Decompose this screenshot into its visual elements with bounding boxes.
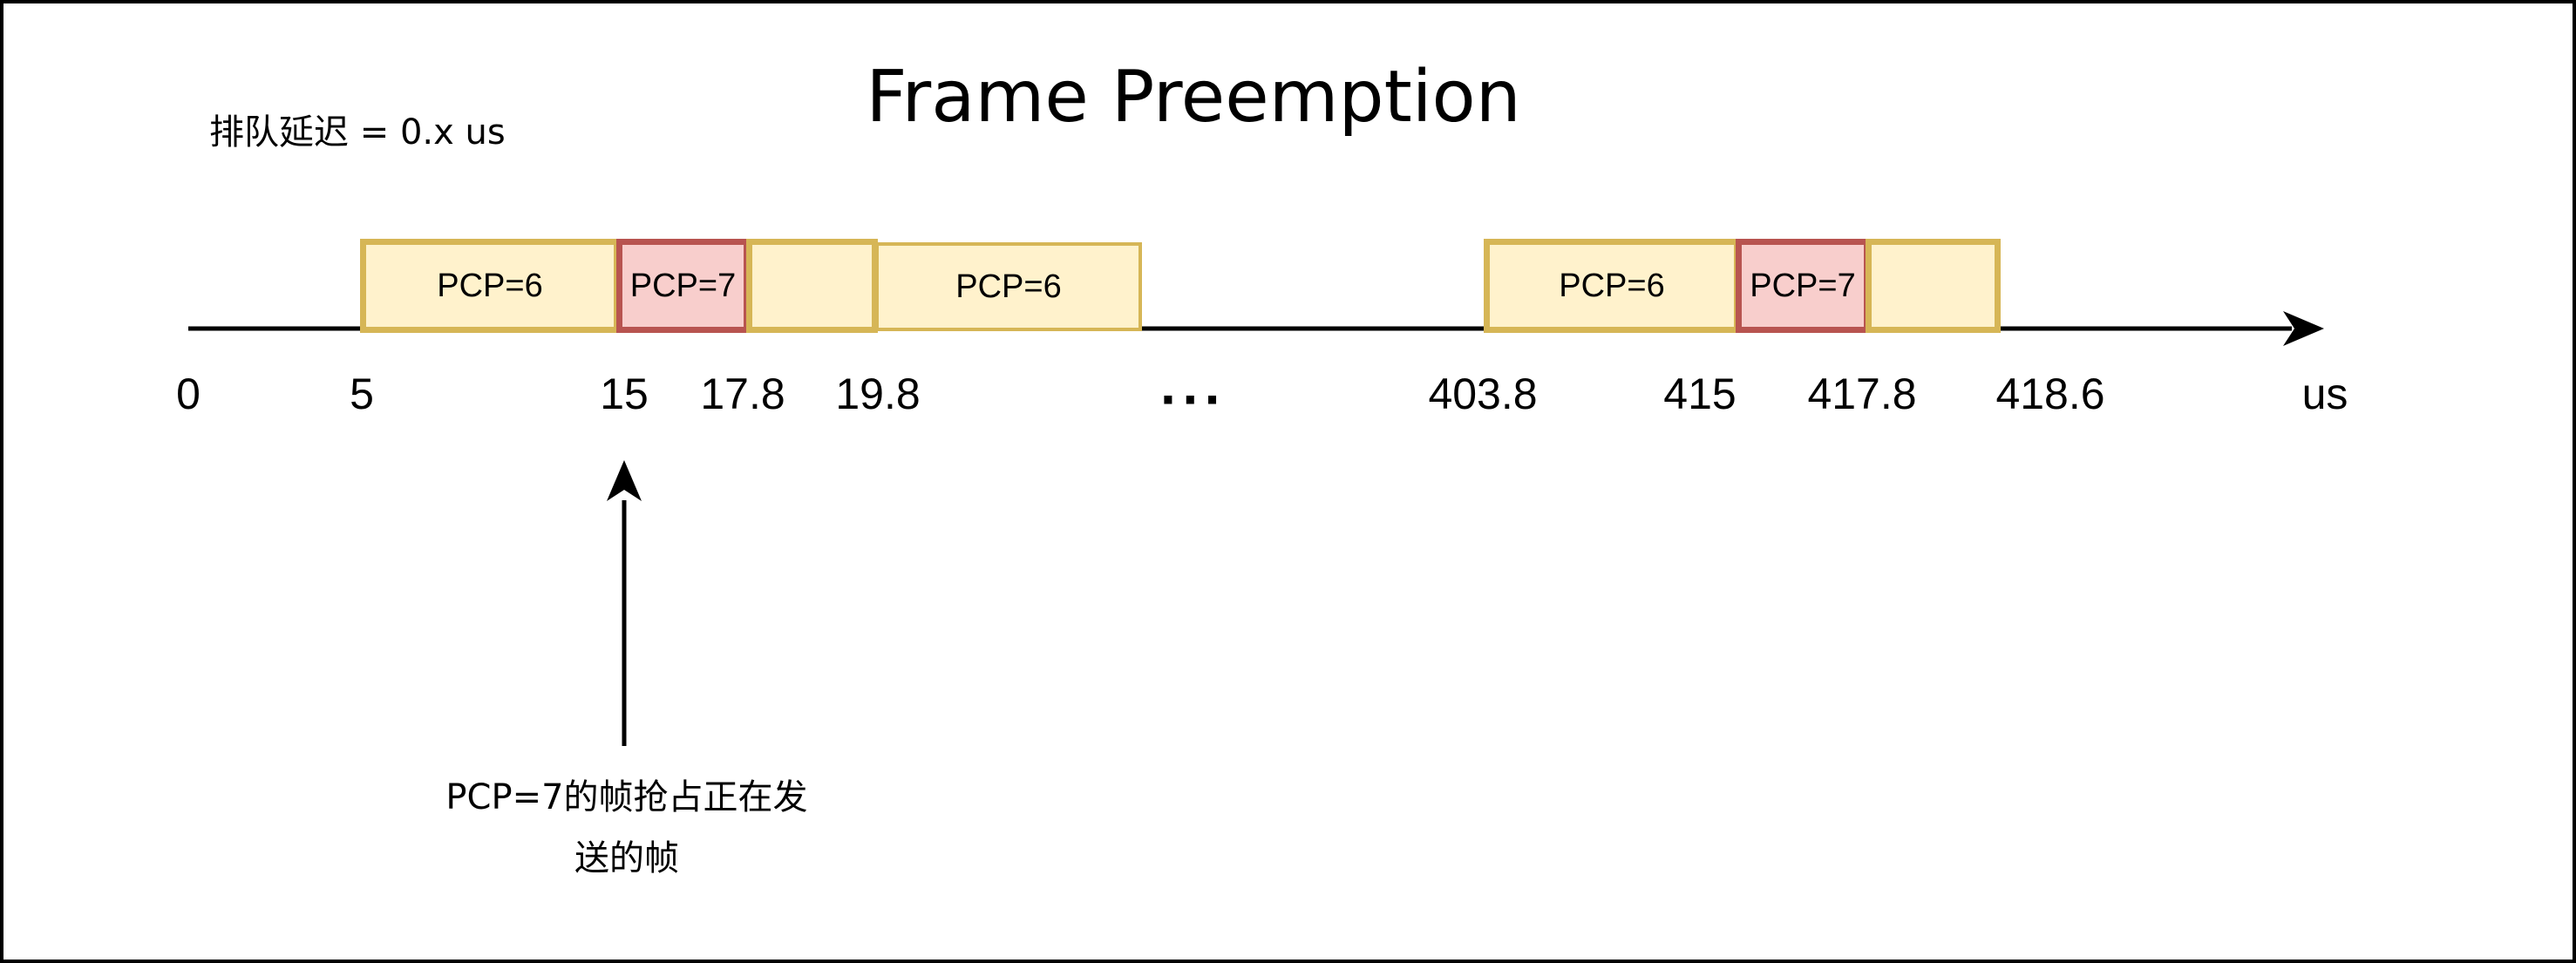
- annotation-arrowhead: [607, 460, 642, 501]
- annotation-line-2: 送的帧: [574, 838, 679, 878]
- frame-pcp7-second: PCP=7: [1736, 239, 1870, 333]
- diagram-title: Frame Preemption: [866, 56, 1521, 139]
- frame-label: PCP=7: [1750, 268, 1856, 304]
- axis-unit-label: us: [2301, 370, 2348, 418]
- frame-pcp6-remainder-second: [1866, 239, 2001, 333]
- tick-label-415: 415: [1663, 370, 1737, 418]
- annotation-line-1: PCP=7的帧抢占正在发: [445, 777, 808, 817]
- queue-delay-label: 排队延迟 = 0.x us: [209, 112, 506, 153]
- frame-label: PCP=7: [629, 268, 737, 304]
- frame-label: PCP=6: [437, 268, 543, 304]
- tick-label-417-8: 417.8: [1807, 370, 1917, 418]
- tick-label-418-6: 418.6: [1995, 370, 2105, 418]
- frame-label: PCP=6: [1559, 268, 1665, 304]
- frame-label: PCP=6: [955, 268, 1062, 305]
- timeline-graphics: [188, 311, 2324, 746]
- axis-ellipsis: ···: [1160, 368, 1227, 431]
- time-axis-arrowhead: [2283, 311, 2324, 346]
- frame-pcp6-next: PCP=6: [875, 242, 1142, 331]
- tick-label-403-8: 403.8: [1428, 370, 1538, 418]
- tick-label-5: 5: [350, 370, 374, 418]
- frame-pcp6-remainder-first: [746, 239, 878, 333]
- frame-pcp6-second: PCP=6: [1484, 239, 1740, 333]
- tick-label-0: 0: [176, 370, 201, 418]
- tick-label-19-8: 19.8: [835, 370, 921, 418]
- tick-label-17-8: 17.8: [700, 370, 785, 418]
- tick-label-15: 15: [600, 370, 649, 418]
- frame-pcp7-first: PCP=7: [616, 239, 750, 333]
- frame-pcp6-first: PCP=6: [360, 239, 620, 333]
- preemption-annotation: PCP=7的帧抢占正在发 送的帧: [409, 767, 845, 889]
